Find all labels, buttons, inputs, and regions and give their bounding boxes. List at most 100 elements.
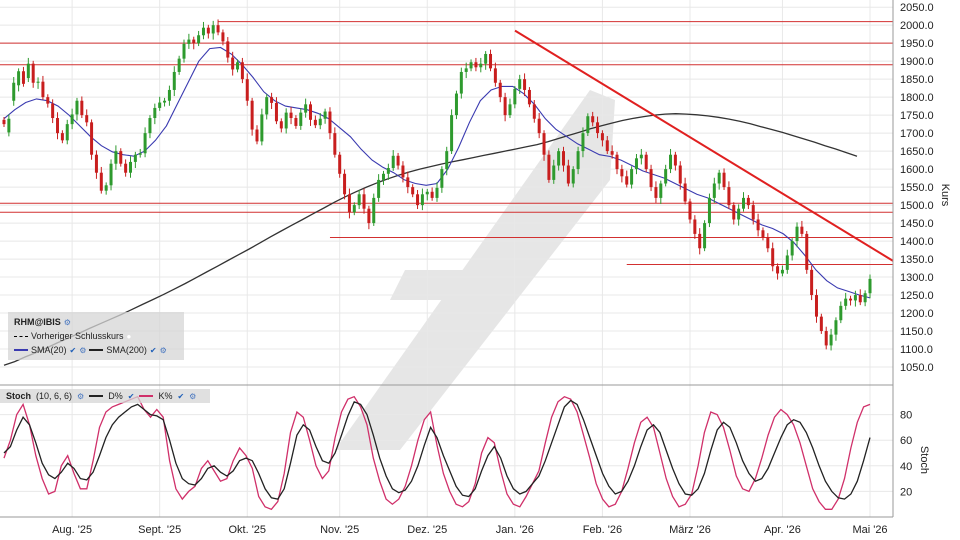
d-line-icon <box>89 395 104 397</box>
candle-body <box>707 197 711 224</box>
candle-body <box>284 112 288 129</box>
candle-body <box>309 104 313 120</box>
check-icon[interactable]: ✔ <box>177 391 185 401</box>
stoch-y-tick-label: 60 <box>900 435 912 447</box>
candle-body <box>148 118 152 134</box>
candle-body <box>182 43 186 59</box>
candle-body <box>868 278 872 294</box>
candle-body <box>279 121 283 129</box>
candle-body <box>245 79 249 101</box>
y-tick-label: 1200.0 <box>900 308 934 320</box>
y-tick-label: 2050.0 <box>900 2 934 14</box>
candle-body <box>406 177 410 188</box>
candle-body <box>547 154 551 180</box>
candle-body <box>163 100 167 103</box>
candle-body <box>381 173 385 180</box>
candle-body <box>513 88 517 105</box>
candle-body <box>109 163 113 186</box>
dot-icon: ● <box>126 331 132 341</box>
candle-body <box>829 334 833 346</box>
candle-body <box>834 320 838 335</box>
trend-line <box>514 29 894 262</box>
candle-body <box>732 205 736 220</box>
x-tick-label: März '26 <box>669 524 711 536</box>
candle-body <box>328 111 332 134</box>
y-tick-label: 1350.0 <box>900 254 934 266</box>
candle-body <box>459 71 463 94</box>
candle-body <box>532 104 536 119</box>
candle-body <box>153 107 157 119</box>
legend-symbol: RHM@IBIS ⚙ <box>14 317 71 327</box>
candle-body <box>60 133 64 141</box>
candle-body <box>377 179 381 198</box>
candle-body <box>226 41 230 58</box>
y-tick-label: 1100.0 <box>900 344 933 356</box>
candle-body <box>294 118 298 126</box>
candle-body <box>761 230 765 238</box>
candlesticks <box>2 19 872 351</box>
candle-body <box>489 53 493 69</box>
candle-body <box>333 133 337 155</box>
candle-body <box>128 161 132 173</box>
candle-body <box>581 133 585 152</box>
stoch-title: Stoch <box>6 391 32 401</box>
candle-body <box>780 269 784 274</box>
candle-body <box>810 269 814 296</box>
candle-body <box>21 71 25 84</box>
candle-body <box>124 163 128 173</box>
y-tick-label: 1650.0 <box>900 146 934 158</box>
candle-body <box>396 155 400 166</box>
x-tick-label: Okt. '25 <box>228 524 266 536</box>
check-icon[interactable]: ✔ <box>69 345 77 355</box>
sma20-line <box>3 46 871 299</box>
gear-icon[interactable]: ⚙ <box>63 317 71 327</box>
check-icon[interactable]: ✔ <box>127 391 135 401</box>
candle-body <box>420 194 424 206</box>
tick-labels: 2050.0 2000.0 1950.0 1900.0 1850.0 1800.0 1750… <box>52 2 951 536</box>
x-tick-label: Mai '26 <box>852 524 887 536</box>
gear-icon[interactable]: ⚙ <box>159 345 167 355</box>
candle-body <box>138 153 142 155</box>
candle-body <box>372 197 376 224</box>
candle-body <box>649 169 653 188</box>
gear-icon[interactable]: ⚙ <box>79 345 87 355</box>
candle-body <box>776 266 780 274</box>
candle-body <box>206 27 210 34</box>
candle-body <box>158 102 162 108</box>
candle-body <box>469 62 473 69</box>
candle-body <box>503 97 507 116</box>
price-legend: RHM@IBIS ⚙ Vorheriger Schlusskurs ● SMA(… <box>8 312 184 360</box>
stoch-legend: Stoch (10, 6, 6) ⚙ D% ✔ K% ✔ ⚙ <box>0 389 210 403</box>
candle-body <box>70 114 74 125</box>
gear-icon[interactable]: ⚙ <box>189 391 197 401</box>
candle-body <box>265 97 269 115</box>
y-tick-label: 1400.0 <box>900 236 934 248</box>
candle-body <box>644 154 648 170</box>
candle-body <box>411 187 415 195</box>
candle-body <box>231 57 235 70</box>
candle-body <box>425 191 429 195</box>
legend-sma: SMA(20) ✔ ⚙ SMA(200) ✔ ⚙ <box>14 345 167 355</box>
k-label: K% <box>158 391 173 401</box>
candle-body <box>688 201 692 220</box>
candle-body <box>605 140 609 152</box>
candle-body <box>795 226 799 242</box>
candle-body <box>474 62 478 68</box>
candle-body <box>7 118 11 133</box>
candle-body <box>318 118 322 126</box>
candle-body <box>260 114 264 142</box>
grid-lines <box>0 0 893 517</box>
sma200-label: SMA(200) <box>106 345 147 355</box>
candle-body <box>201 27 205 36</box>
gear-icon[interactable]: ⚙ <box>77 391 85 401</box>
candle-body <box>727 187 731 206</box>
y-tick-label: 1850.0 <box>900 74 934 86</box>
candle-body <box>454 93 458 116</box>
legend-prev-close: Vorheriger Schlusskurs ● <box>14 331 131 341</box>
candle-body <box>576 151 580 170</box>
x-tick-label: Feb. '26 <box>583 524 622 536</box>
candle-body <box>819 316 823 332</box>
candle-body <box>313 119 317 126</box>
check-icon[interactable]: ✔ <box>149 345 157 355</box>
candle-body <box>119 151 123 164</box>
